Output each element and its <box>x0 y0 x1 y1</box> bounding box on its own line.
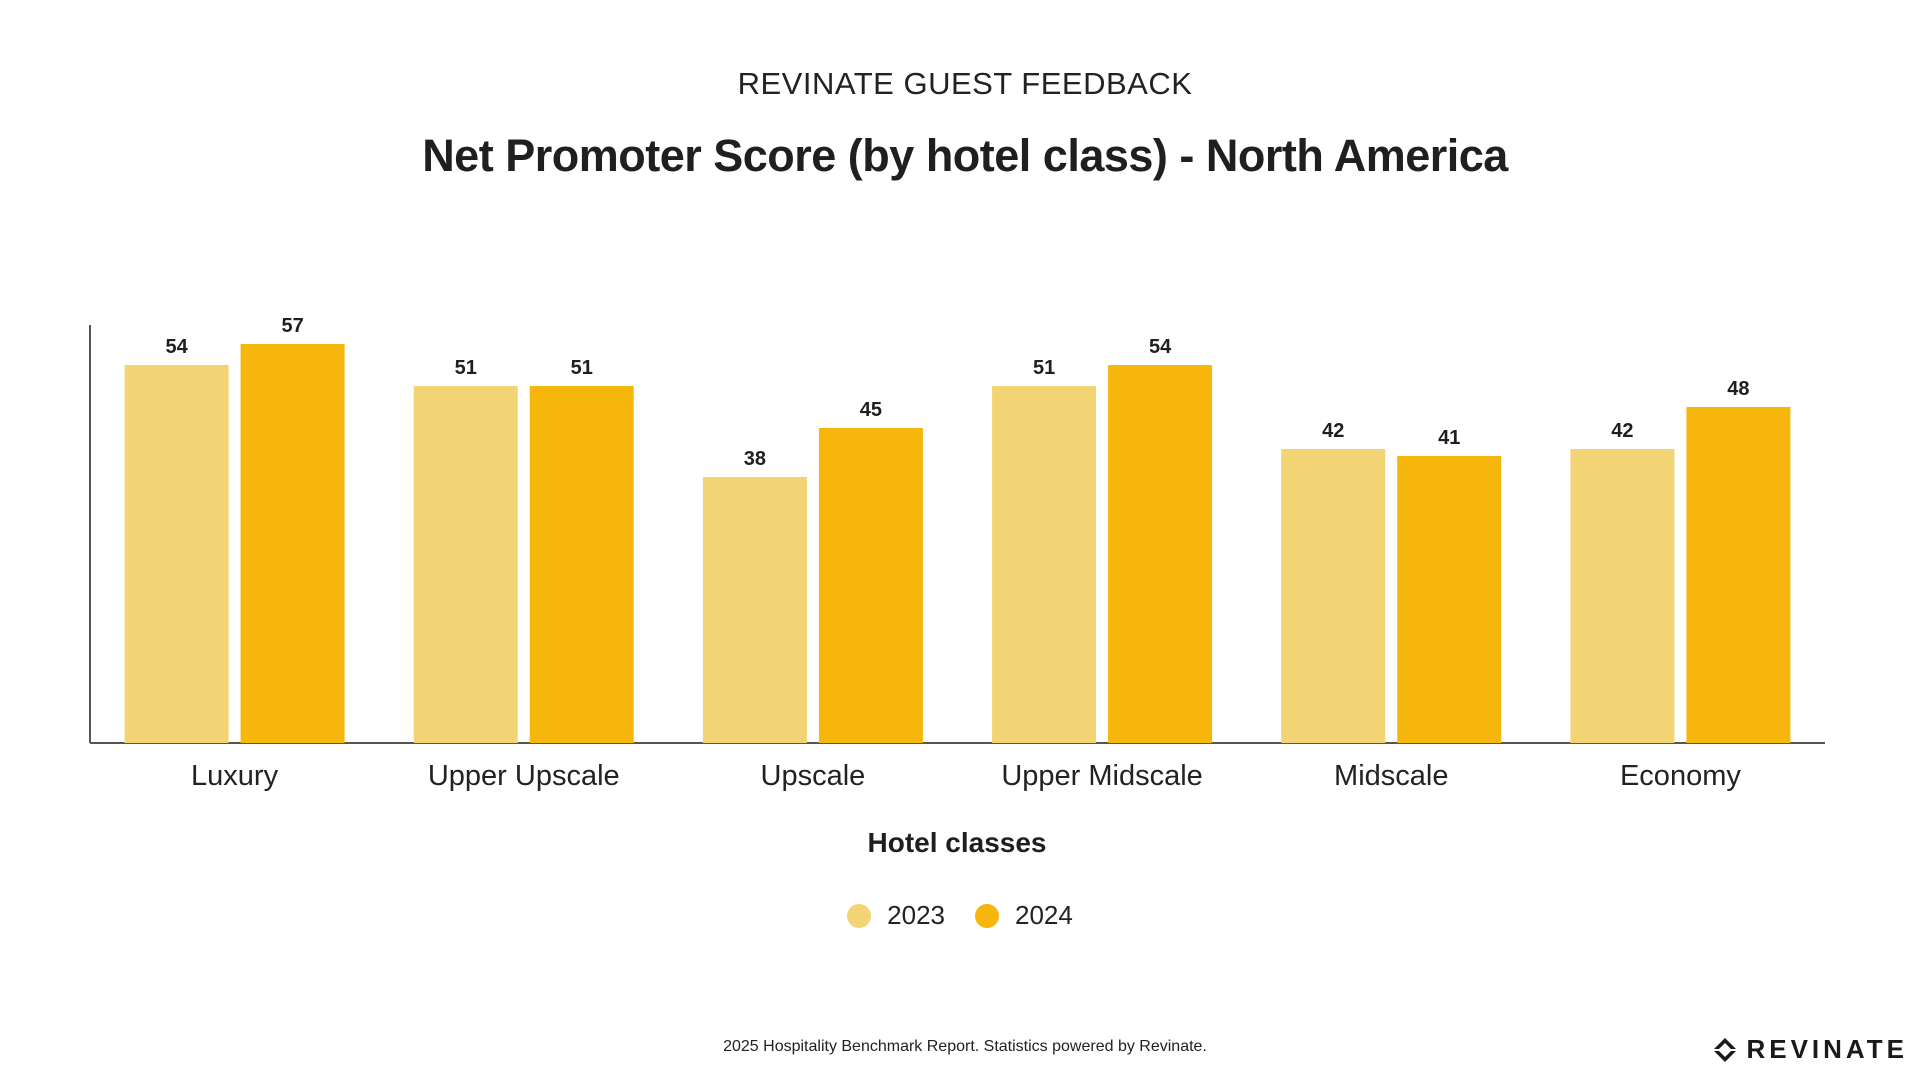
bar-upscale-2024 <box>818 428 923 743</box>
x-tick-label-midscale: Midscale <box>1334 760 1448 792</box>
x-tick-label-economy: Economy <box>1620 760 1741 792</box>
x-tick-label-luxury: Luxury <box>191 760 279 792</box>
legend-item-2023: 2023 <box>847 900 945 931</box>
data-label-upper-upscale-2024: 51 <box>571 357 593 379</box>
bar-upper-upscale-2023 <box>413 386 518 743</box>
bar-chart: 54 57 Luxury 51 51 Upper Upscale 38 45 Upscale 51… <box>89 315 1825 858</box>
legend-item-2024: 2024 <box>975 900 1073 931</box>
data-label-upper-upscale-2023: 51 <box>455 357 477 379</box>
chart-title: Net Promoter Score (by hotel class) - No… <box>422 130 1508 181</box>
revinate-logo-icon <box>1714 1037 1737 1062</box>
data-label-economy-2023: 42 <box>1611 420 1633 442</box>
data-label-midscale-2024: 41 <box>1438 427 1460 449</box>
bar-midscale-2023 <box>1281 449 1386 743</box>
bar-midscale-2024 <box>1397 456 1502 743</box>
chart-supertitle: REVINATE GUEST FEEDBACK <box>737 66 1193 101</box>
data-label-luxury-2023: 54 <box>165 336 188 358</box>
data-label-luxury-2024: 57 <box>281 315 303 337</box>
legend-swatch-2023 <box>847 903 872 928</box>
data-label-upscale-2024: 45 <box>860 399 882 421</box>
data-label-economy-2024: 48 <box>1727 378 1749 400</box>
bar-economy-2023 <box>1570 449 1675 743</box>
data-label-upper-midscale-2024: 54 <box>1149 336 1172 358</box>
bar-upper-midscale-2024 <box>1108 365 1213 743</box>
bar-economy-2024 <box>1686 407 1791 743</box>
data-label-upscale-2023: 38 <box>744 448 766 470</box>
bar-upper-upscale-2024 <box>529 386 634 743</box>
data-label-midscale-2023: 42 <box>1322 420 1344 442</box>
data-label-upper-midscale-2023: 51 <box>1033 357 1055 379</box>
legend-label-2023: 2023 <box>887 900 945 930</box>
x-tick-label-upper-midscale: Upper Midscale <box>1001 760 1202 792</box>
legend-swatch-2024 <box>975 903 999 928</box>
x-tick-label-upper-upscale: Upper Upscale <box>428 760 620 792</box>
bar-upper-midscale-2023 <box>992 386 1097 743</box>
source-footnote: 2025 Hospitality Benchmark Report. Stati… <box>723 1038 1207 1055</box>
bar-luxury-2023 <box>124 365 229 743</box>
x-axis-title: Hotel classes <box>868 827 1047 858</box>
bar-luxury-2024 <box>240 344 345 743</box>
x-tick-label-upscale: Upscale <box>761 760 866 792</box>
revinate-logo: REVINATE <box>1714 1034 1908 1065</box>
chart-legend: 2023 2024 <box>0 900 1920 931</box>
legend-label-2024: 2024 <box>1015 900 1073 930</box>
logo-wordmark: REVINATE <box>1746 1034 1908 1064</box>
bar-upscale-2023 <box>702 477 807 743</box>
